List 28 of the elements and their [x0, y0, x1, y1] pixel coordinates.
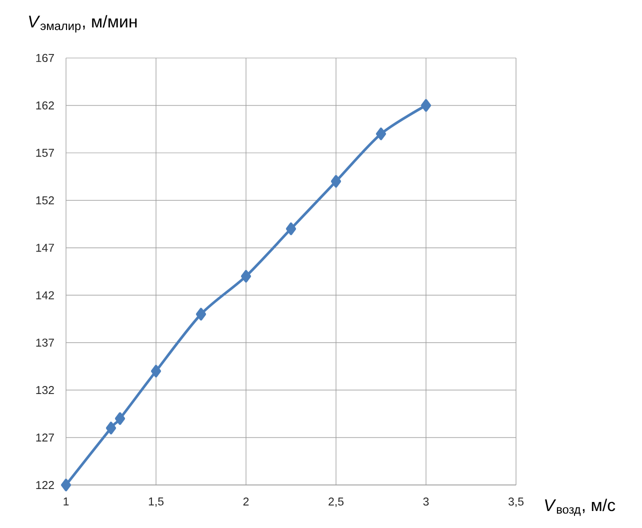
x-tick-label: 3 — [423, 498, 429, 506]
x-tick-label: 2 — [243, 498, 249, 506]
x-tick-label: 1 — [64, 498, 69, 506]
point — [196, 308, 206, 320]
x-tick-label: 2,5 — [328, 498, 344, 507]
point — [286, 222, 296, 236]
x-tick-label: 1,5 — [148, 498, 164, 507]
y-tick-label: 122 — [36, 480, 54, 489]
y-tick-label: 137 — [36, 338, 54, 347]
x-tick-label: 3,5 — [508, 498, 524, 507]
point — [330, 175, 342, 188]
point — [420, 99, 432, 112]
point — [114, 412, 126, 425]
point — [240, 270, 252, 283]
y-tick-label: 132 — [36, 386, 54, 394]
x-axis-title: V$_{возд}$, м/с — [544, 498, 616, 516]
y-tick-label: 162 — [36, 101, 54, 110]
y-tick-label: 157 — [36, 148, 54, 157]
y-tick-label: 127 — [36, 434, 54, 442]
point — [376, 128, 386, 140]
point — [150, 364, 162, 378]
point — [106, 422, 116, 434]
y-tick-label: 167 — [36, 54, 54, 62]
point — [60, 478, 72, 492]
y-tick-label: 152 — [36, 196, 54, 204]
y-tick-label: 142 — [36, 291, 54, 300]
y-axis-title: V$_{эмалир}$, м/мин — [28, 15, 137, 32]
y-tick-label: 147 — [36, 244, 54, 252]
